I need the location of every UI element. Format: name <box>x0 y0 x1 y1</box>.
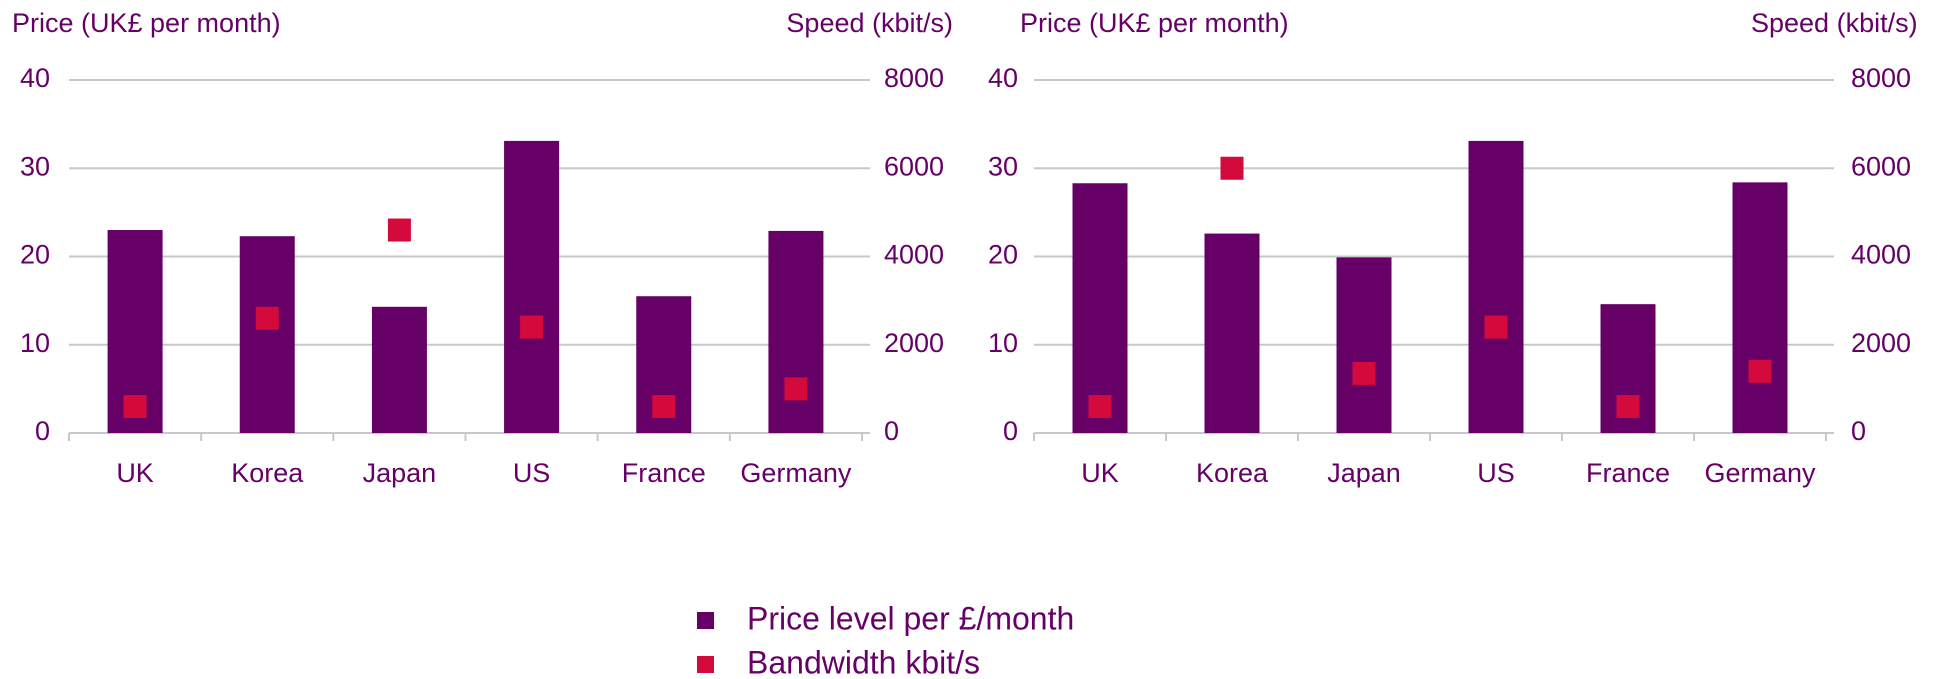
bar <box>239 236 295 433</box>
y-tick-label: 10 <box>988 328 1018 358</box>
y2-tick-label: 6000 <box>884 151 944 181</box>
legend-swatch <box>697 612 714 629</box>
y-tick-label: 40 <box>988 63 1018 93</box>
y-axis-title: Price (UK£ per month) <box>12 8 281 38</box>
x-tick-label: UK <box>1081 458 1119 488</box>
x-tick-label: France <box>1586 458 1670 488</box>
legend: Bandwidth kbit/s <box>747 644 980 679</box>
bar <box>1204 233 1260 433</box>
x-tick-label: Japan <box>1327 458 1401 488</box>
y2-tick-label: 8000 <box>884 63 944 93</box>
bar <box>371 306 427 433</box>
y-tick-label: 10 <box>20 328 50 358</box>
y2-axis-title: Speed (kbit/s) <box>786 8 953 38</box>
bar <box>504 140 560 433</box>
x-tick-label: US <box>1477 458 1515 488</box>
marker <box>784 377 808 401</box>
y-tick-label: 20 <box>988 240 1018 270</box>
y2-tick-label: 4000 <box>1851 240 1911 270</box>
y2-tick-label: 0 <box>1851 416 1866 446</box>
x-tick-label: UK <box>116 458 154 488</box>
marker <box>123 395 147 419</box>
x-tick-label: France <box>622 458 706 488</box>
marker <box>387 218 411 242</box>
bar <box>1072 183 1128 433</box>
y2-tick-label: 4000 <box>884 240 944 270</box>
y-axis-title: Price (UK£ per month) <box>1020 8 1289 38</box>
legend-swatch <box>697 656 714 673</box>
x-tick-label: Korea <box>1196 458 1269 488</box>
marker <box>1484 315 1508 339</box>
x-tick-label: Germany <box>1704 458 1816 488</box>
y2-tick-label: 2000 <box>884 328 944 358</box>
y2-tick-label: 6000 <box>1851 151 1911 181</box>
marker <box>1088 395 1112 419</box>
x-tick-label: Japan <box>363 458 437 488</box>
y2-tick-label: 0 <box>884 416 899 446</box>
y-tick-label: 30 <box>20 151 50 181</box>
y2-tick-label: 2000 <box>1851 328 1911 358</box>
marker <box>1616 395 1640 419</box>
bar <box>1336 257 1392 433</box>
bar <box>1732 182 1788 433</box>
x-tick-label: Germany <box>740 458 852 488</box>
y2-tick-label: 8000 <box>1851 63 1911 93</box>
marker <box>1352 361 1376 385</box>
y-tick-label: 30 <box>988 151 1018 181</box>
x-tick-label: Korea <box>231 458 304 488</box>
marker <box>255 306 279 330</box>
y-tick-label: 20 <box>20 240 50 270</box>
legend: Price level per £/month <box>747 600 1074 636</box>
marker <box>1220 156 1244 180</box>
y2-axis-title: Speed (kbit/s) <box>1751 8 1918 38</box>
marker <box>652 395 676 419</box>
marker <box>1748 359 1772 383</box>
bar <box>1468 140 1524 433</box>
y-tick-label: 40 <box>20 63 50 93</box>
y-tick-label: 0 <box>1003 416 1018 446</box>
marker <box>520 315 544 339</box>
x-tick-label: US <box>513 458 551 488</box>
y-tick-label: 0 <box>35 416 50 446</box>
bar <box>768 230 824 433</box>
